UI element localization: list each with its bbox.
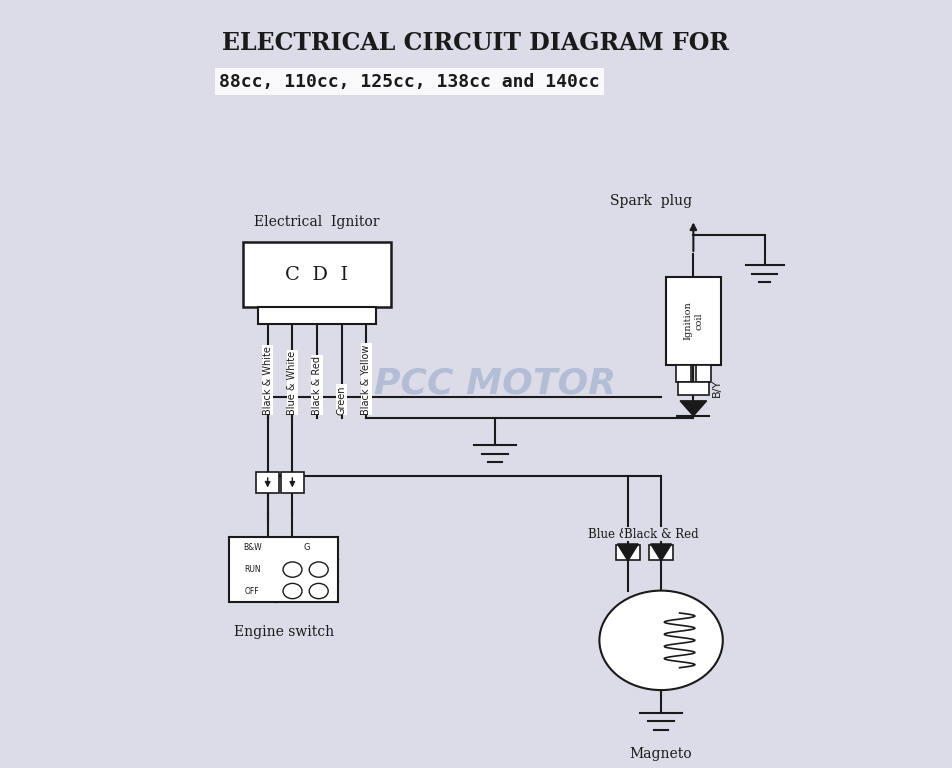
Bar	[696, 365, 711, 382]
Text: Green: Green	[337, 385, 347, 415]
Text: Blue & White: Blue & White	[288, 350, 297, 415]
Circle shape	[600, 591, 723, 690]
Circle shape	[283, 562, 302, 578]
Bar	[648, 545, 673, 560]
Bar	[616, 545, 640, 560]
Text: G: G	[304, 543, 310, 552]
Text: 88cc, 110cc, 125cc, 138cc and 140cc: 88cc, 110cc, 125cc, 138cc and 140cc	[219, 73, 600, 91]
Bar	[229, 537, 338, 602]
Text: Magneto: Magneto	[630, 747, 692, 762]
Text: Black & Red: Black & Red	[624, 528, 699, 541]
Circle shape	[283, 584, 302, 599]
Text: Engine switch: Engine switch	[234, 625, 334, 639]
Text: Blue & White: Blue & White	[588, 528, 668, 541]
Text: B/Y: B/Y	[712, 379, 723, 397]
Circle shape	[309, 584, 328, 599]
Bar	[256, 472, 279, 493]
Text: Black & Red: Black & Red	[312, 356, 322, 415]
Polygon shape	[618, 544, 639, 561]
Bar	[676, 365, 691, 382]
Text: Ignition
coil: Ignition coil	[684, 302, 704, 340]
Bar	[678, 382, 708, 396]
Text: Spark  plug: Spark plug	[609, 194, 692, 208]
Text: RUN: RUN	[244, 565, 261, 574]
Text: C  D  I: C D I	[286, 266, 348, 284]
Text: Black & White: Black & White	[263, 346, 272, 415]
Text: B&W: B&W	[243, 543, 262, 552]
Bar	[244, 243, 390, 307]
Text: Black & Yellow: Black & Yellow	[362, 344, 371, 415]
Bar	[258, 307, 376, 324]
Polygon shape	[650, 544, 671, 561]
Text: PCC MOTOR: PCC MOTOR	[374, 367, 616, 401]
Bar	[665, 277, 721, 365]
Text: ELECTRICAL CIRCUIT DIAGRAM FOR: ELECTRICAL CIRCUIT DIAGRAM FOR	[223, 31, 729, 55]
Circle shape	[309, 562, 328, 578]
Text: Electrical  Ignitor: Electrical Ignitor	[254, 215, 380, 229]
Text: OFF: OFF	[245, 587, 260, 595]
Bar	[281, 472, 304, 493]
Polygon shape	[680, 401, 706, 415]
